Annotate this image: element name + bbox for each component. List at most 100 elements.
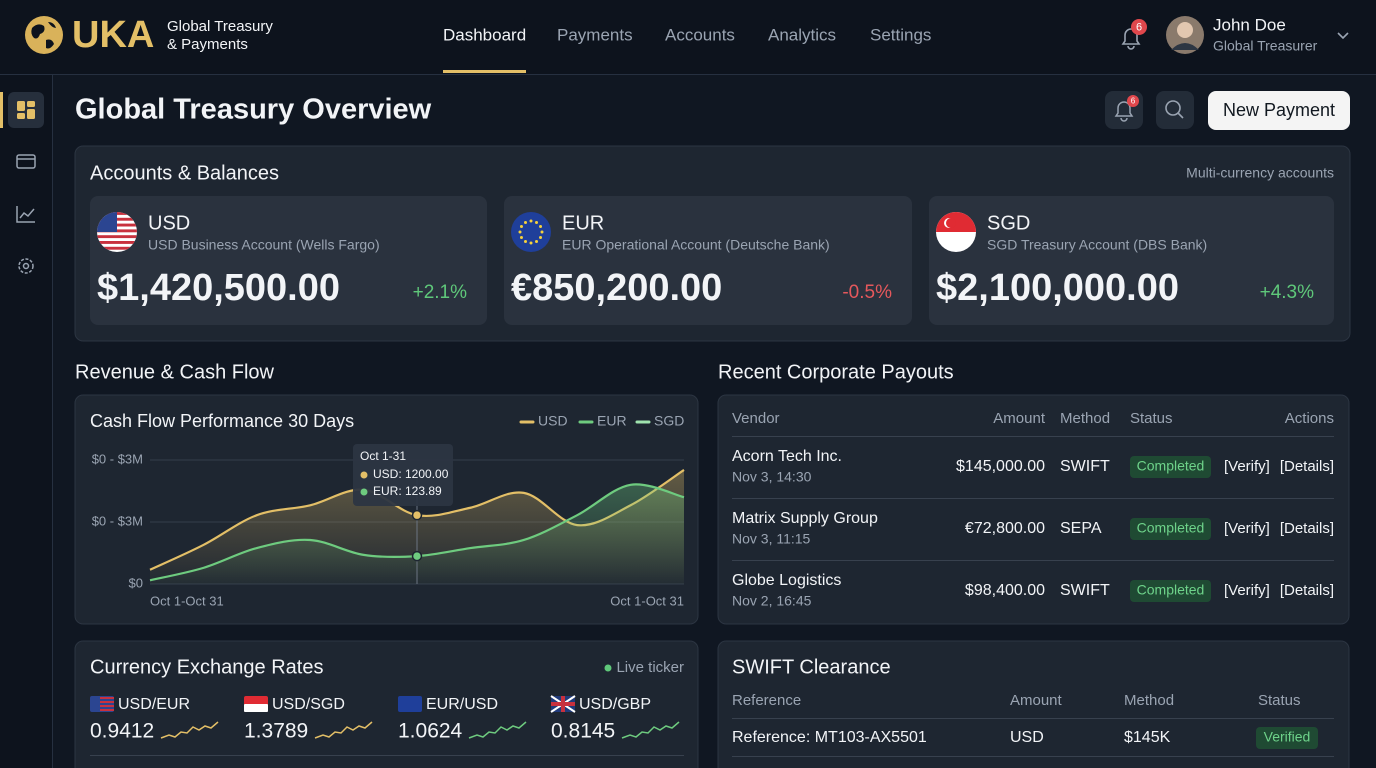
currency-code: EUR bbox=[562, 212, 604, 234]
flag-stripe bbox=[100, 697, 114, 699]
column-header: Method bbox=[1124, 692, 1174, 709]
exchange-rate: 0.8145 bbox=[551, 720, 615, 743]
legend-label: SGD bbox=[654, 413, 684, 429]
status-badge bbox=[1130, 518, 1211, 540]
balance-change: +2.1% bbox=[413, 282, 468, 303]
status-badge bbox=[1130, 456, 1211, 478]
legend-label: EUR bbox=[597, 413, 627, 429]
live-ticker: Live ticker bbox=[616, 659, 684, 676]
settings-icon bbox=[18, 258, 34, 274]
alerts-badge bbox=[1127, 95, 1139, 107]
payout-time: Nov 3, 11:15 bbox=[732, 531, 811, 547]
balance-change: +4.3% bbox=[1260, 282, 1315, 303]
flag-star bbox=[539, 236, 543, 239]
payout-method: SWIFT bbox=[1060, 582, 1110, 599]
account-name: EUR Operational Account (Deutsche Bank) bbox=[562, 237, 830, 253]
account-card bbox=[504, 196, 912, 325]
notification-badge bbox=[1131, 19, 1147, 35]
details-link[interactable]: [Details] bbox=[1280, 520, 1334, 537]
nav-link[interactable]: Payments bbox=[557, 25, 633, 44]
swift-amount: USD bbox=[1010, 729, 1044, 746]
section-title: Revenue & Cash Flow bbox=[75, 361, 275, 383]
details-link[interactable]: [Details] bbox=[1280, 458, 1334, 475]
exchange-rate: 1.0624 bbox=[398, 720, 463, 743]
verify-link[interactable]: [Verify] bbox=[1224, 582, 1270, 599]
status-label: Completed bbox=[1137, 520, 1205, 536]
exchange-rate: 1.3789 bbox=[244, 720, 308, 743]
y-tick-label: $0 - $3M bbox=[92, 513, 143, 528]
exchange-panel bbox=[74, 640, 699, 768]
nav-link[interactable]: Analytics bbox=[768, 25, 836, 44]
currency-code: SGD bbox=[987, 212, 1030, 234]
verify-link[interactable]: [Verify] bbox=[1224, 520, 1270, 537]
verify-link[interactable]: [Verify] bbox=[1224, 458, 1270, 475]
pair-flag bbox=[90, 696, 114, 712]
tooltip-line: USD: 1200.00 bbox=[373, 467, 449, 481]
nav-link[interactable]: Dashboard bbox=[443, 25, 526, 44]
flag-star bbox=[535, 240, 538, 244]
flag-sg-moon bbox=[946, 218, 956, 228]
avatar-head bbox=[1177, 22, 1193, 38]
legend-label: USD bbox=[538, 413, 568, 429]
sidebar-active-bar bbox=[0, 92, 3, 128]
avatar-body bbox=[1171, 43, 1199, 50]
dashboard-icon bbox=[27, 109, 35, 119]
status-label: Completed bbox=[1137, 458, 1205, 474]
search-icon bbox=[1165, 100, 1181, 116]
dashboard-icon bbox=[27, 101, 35, 107]
swift-reference: Reference: MT103-AX5501 bbox=[732, 729, 927, 746]
nav-active-underline bbox=[443, 70, 526, 73]
payout-method: SEPA bbox=[1060, 520, 1102, 537]
flag-star bbox=[518, 230, 522, 234]
flag-stripe bbox=[100, 709, 114, 711]
new-payment-label[interactable]: New Payment bbox=[1223, 100, 1335, 120]
sparkline bbox=[468, 721, 527, 739]
chart-title: Cash Flow Performance 30 Days bbox=[90, 411, 354, 431]
payouts-panel bbox=[717, 394, 1350, 625]
page-title: Global Treasury Overview bbox=[75, 94, 432, 126]
flag-star bbox=[539, 225, 543, 228]
flag-canton bbox=[97, 212, 117, 232]
payout-amount: €72,800.00 bbox=[965, 520, 1045, 537]
account-name: USD Business Account (Wells Fargo) bbox=[148, 237, 380, 253]
currency-code: USD bbox=[148, 212, 190, 234]
status-label: Completed bbox=[1137, 582, 1205, 598]
tagline: Global Treasury bbox=[167, 18, 273, 35]
sparkline bbox=[621, 721, 680, 739]
account-balance: €850,200.00 bbox=[511, 267, 722, 309]
account-balance: $1,420,500.00 bbox=[97, 267, 340, 309]
panel-title: Accounts & Balances bbox=[90, 162, 279, 184]
status-badge bbox=[1130, 580, 1211, 602]
flag-star bbox=[524, 220, 527, 224]
sidebar bbox=[0, 75, 52, 768]
flag-star bbox=[529, 219, 533, 223]
flag-stripe bbox=[97, 247, 137, 250]
nav-link[interactable]: Settings bbox=[870, 25, 931, 44]
nav-link[interactable]: Accounts bbox=[665, 25, 735, 44]
account-card bbox=[90, 196, 487, 325]
vendor-name: Matrix Supply Group bbox=[732, 510, 878, 527]
tooltip-dot bbox=[360, 471, 368, 479]
tooltip-dot bbox=[360, 488, 368, 496]
vendor-name: Acorn Tech Inc. bbox=[732, 448, 842, 465]
status-label: Verified bbox=[1264, 729, 1311, 745]
details-link[interactable]: [Details] bbox=[1280, 582, 1334, 599]
tooltip-title: Oct 1-31 bbox=[360, 449, 406, 463]
payout-amount: $98,400.00 bbox=[965, 582, 1045, 599]
y-tick-label: $0 - $3M bbox=[92, 451, 143, 466]
sparkline bbox=[314, 721, 373, 739]
payout-method: SWIFT bbox=[1060, 458, 1110, 475]
flag-stripe bbox=[97, 241, 137, 244]
pair-flag bbox=[398, 696, 422, 712]
flag-star bbox=[535, 220, 538, 224]
flag-star bbox=[529, 241, 533, 245]
live-dot bbox=[604, 664, 612, 672]
swift-method: $145K bbox=[1124, 729, 1171, 746]
user-name: John Doe bbox=[1213, 15, 1286, 34]
sparkline bbox=[160, 721, 219, 739]
column-header: Status bbox=[1258, 692, 1301, 709]
currency-pair: USD/EUR bbox=[118, 696, 190, 713]
tooltip-line: EUR: 123.89 bbox=[373, 484, 442, 498]
